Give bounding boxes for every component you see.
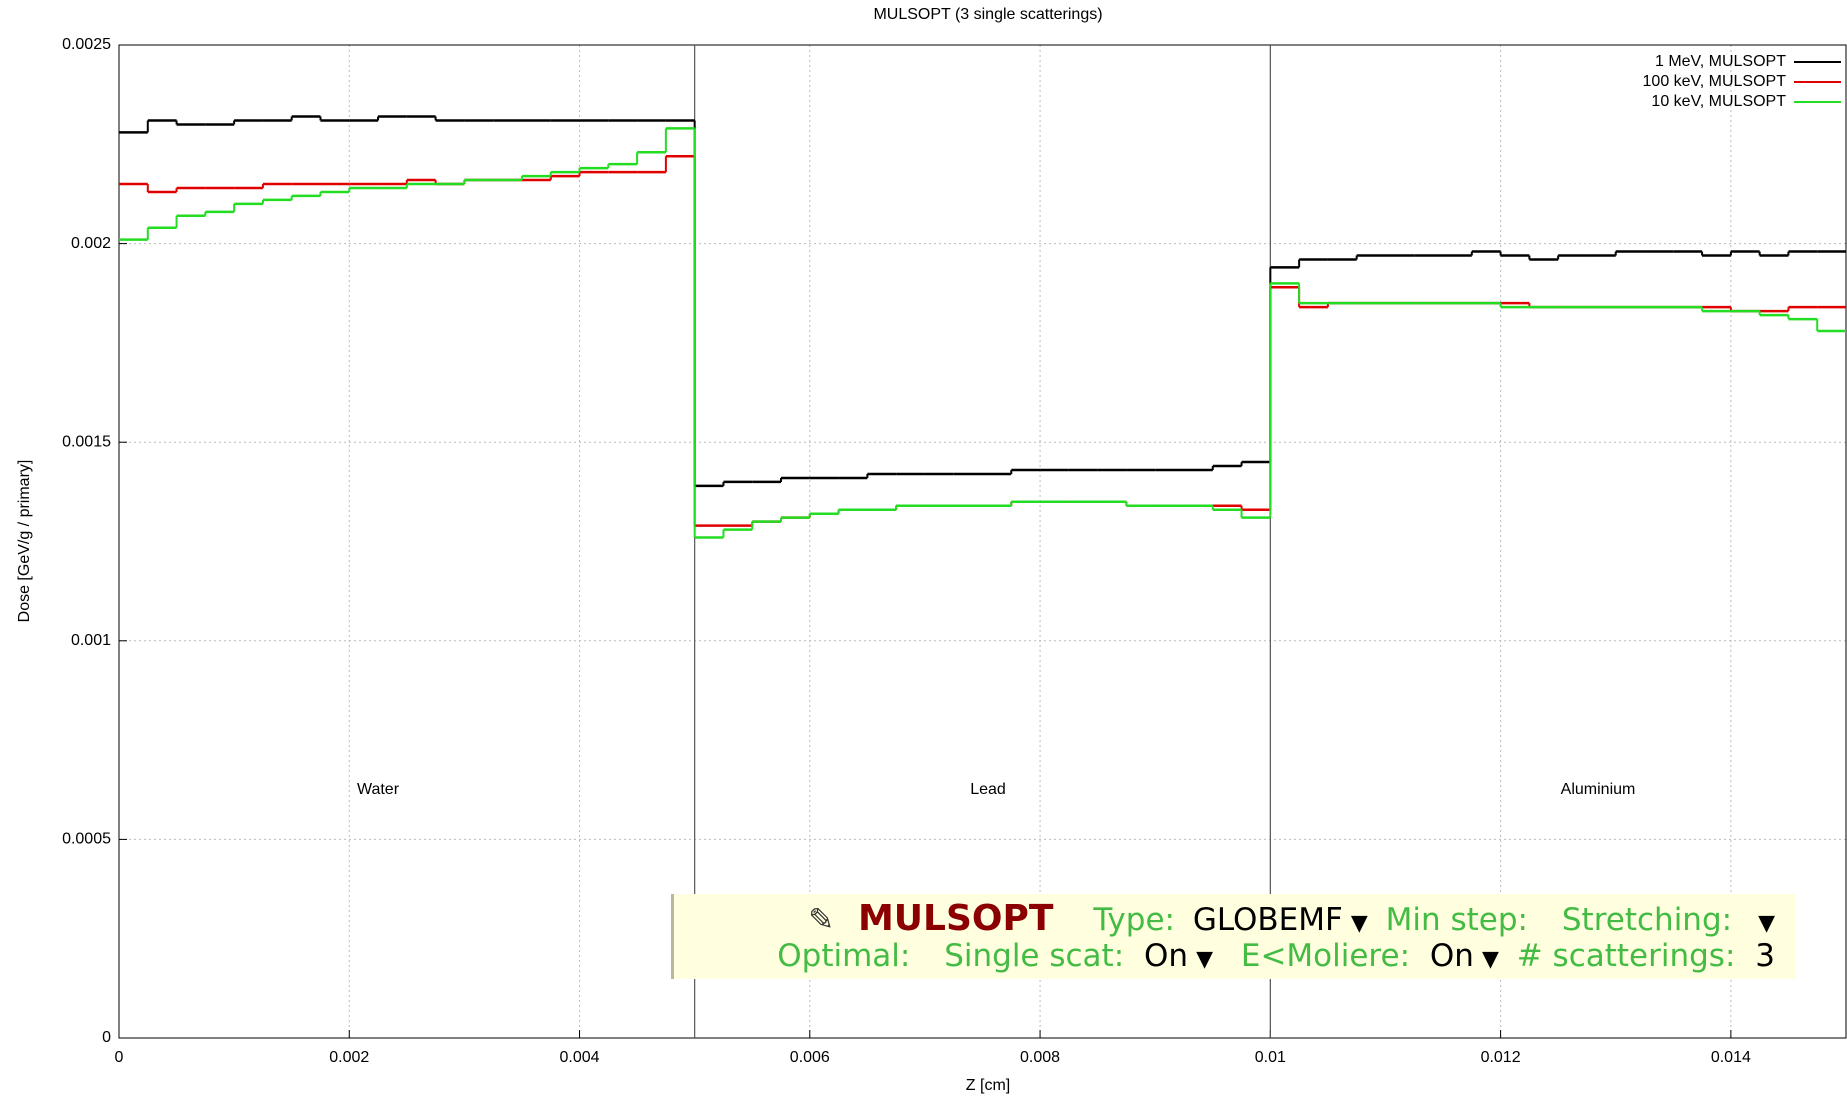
region-label: Aluminium xyxy=(1561,781,1636,798)
label: E<Moliere: xyxy=(1240,938,1411,974)
x-tick-label: 0.006 xyxy=(790,1049,830,1066)
x-tick-label: 0.014 xyxy=(1711,1049,1751,1066)
arrow[interactable]: ▼ xyxy=(1481,947,1499,972)
arrow[interactable]: ▼ xyxy=(1196,947,1213,972)
dropdown[interactable]: GLOBEMF xyxy=(1192,902,1343,938)
x-tick-label: 0.008 xyxy=(1020,1049,1060,1066)
y-tick-label: 0.0025 xyxy=(62,36,111,53)
x-tick-label: 0.012 xyxy=(1481,1049,1521,1066)
region-label: Lead xyxy=(970,781,1006,798)
label: Single scat: xyxy=(944,938,1125,974)
label: Optimal: xyxy=(777,938,911,974)
y-tick-label: 0 xyxy=(102,1029,111,1046)
legend-label: 100 keV, MULSOPT xyxy=(1643,73,1787,90)
x-tick-label: 0.004 xyxy=(560,1049,600,1066)
x-axis-label: Z [cm] xyxy=(966,1077,1010,1094)
y-axis-label: Dose [GeV/g / primary] xyxy=(16,460,33,623)
y-tick-label: 0.002 xyxy=(71,235,111,252)
x-tick-label: 0.01 xyxy=(1255,1049,1286,1066)
dropdown[interactable]: On xyxy=(1429,938,1474,974)
arrow[interactable]: ▼ xyxy=(1350,911,1368,936)
dropdown[interactable]: On xyxy=(1144,938,1189,974)
option-panel: ✎ MULSOPT Type: GLOBEMF ▼ Min step: Stret… xyxy=(671,894,1795,979)
edit-icon[interactable]: ✎ xyxy=(808,902,835,938)
x-tick-label: 0.002 xyxy=(329,1049,369,1066)
label: Min step: xyxy=(1385,902,1529,938)
legend-label: 10 keV, MULSOPT xyxy=(1651,93,1786,110)
value[interactable]: 3 xyxy=(1755,938,1775,974)
panel-row: Optimal: Single scat: On ▼ E<Moliere: On ▼… xyxy=(763,938,1775,974)
label: # scatterings: xyxy=(1516,938,1736,974)
y-tick-label: 0.0005 xyxy=(62,831,111,848)
x-tick-label: 0 xyxy=(115,1049,124,1066)
plot-frame xyxy=(118,44,1847,1039)
label: Type: xyxy=(1093,902,1175,938)
panel-title: MULSOPT xyxy=(857,898,1054,939)
y-tick-label: 0.0015 xyxy=(62,433,111,450)
y-tick-label: 0.001 xyxy=(71,632,111,649)
label: Stretching: xyxy=(1561,902,1733,938)
legend-label: 1 MeV, MULSOPT xyxy=(1655,53,1786,70)
arrow[interactable]: ▼ xyxy=(1758,911,1775,936)
region-label: Water xyxy=(357,781,400,798)
panel-row: ✎ MULSOPT Type: GLOBEMF ▼ Min step: Stret… xyxy=(794,898,1775,939)
chart-title: MULSOPT (3 single scatterings) xyxy=(873,6,1102,23)
